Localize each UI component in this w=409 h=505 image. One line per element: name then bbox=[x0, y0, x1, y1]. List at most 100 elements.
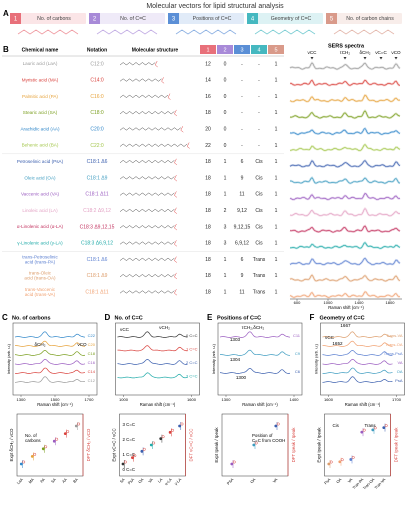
vector-value: 9,12 bbox=[237, 208, 247, 214]
vector-value: 12 bbox=[205, 61, 211, 67]
x-category-label: SA bbox=[119, 477, 126, 484]
vector-value: 6 bbox=[241, 159, 244, 165]
notation: C18:3 Δ9,12,15 bbox=[80, 224, 115, 230]
molecule-chain bbox=[119, 111, 175, 115]
vector-value: 1 bbox=[275, 175, 278, 181]
annotation: 0 C=C bbox=[123, 467, 136, 472]
carboxyl bbox=[174, 174, 178, 182]
vector-box bbox=[89, 13, 165, 24]
vector-label: Geometry of C=C bbox=[271, 16, 312, 22]
x-tick-label: 1300 bbox=[222, 397, 232, 402]
vector-header-number: 1 bbox=[206, 47, 209, 53]
x-tick-label: 600 bbox=[294, 300, 301, 305]
expt-dot bbox=[230, 462, 234, 466]
x-category-label: VA bbox=[347, 477, 354, 484]
dft-dot bbox=[384, 424, 388, 428]
molecule-icon bbox=[254, 29, 316, 35]
vector-value: 1 bbox=[224, 257, 227, 263]
notation: C18:1 Δ11 bbox=[85, 192, 108, 198]
x-category-label: α-LA bbox=[164, 477, 173, 486]
legend-label: C20 bbox=[88, 342, 96, 347]
x-tick-label: 1800 bbox=[386, 300, 396, 305]
annotation: 1667 bbox=[340, 323, 351, 328]
panel-label: A bbox=[3, 9, 9, 18]
chemical-name: acid (trans-PA) bbox=[25, 259, 56, 264]
spectrum bbox=[289, 242, 401, 249]
vector-value: Trans bbox=[253, 290, 266, 296]
panel-label: B bbox=[3, 45, 9, 54]
expt-dot bbox=[30, 455, 34, 458]
vector-box bbox=[168, 13, 244, 24]
annotation: 2 C=C bbox=[123, 437, 136, 442]
vector-value: Cis bbox=[255, 208, 263, 214]
legend-label: C22 bbox=[88, 333, 96, 338]
chemical-name: acid (trans-OA) bbox=[24, 276, 56, 281]
annotation: 1303 bbox=[230, 337, 241, 342]
dft-dot bbox=[161, 435, 165, 439]
vector-value: 18 bbox=[205, 159, 211, 165]
expt-dot bbox=[274, 424, 278, 428]
vector-value: 11 bbox=[239, 290, 244, 296]
vector-value: 16 bbox=[205, 94, 211, 100]
spectrum bbox=[289, 208, 401, 217]
legend-label: OA bbox=[397, 369, 403, 374]
notation: C18:0 bbox=[90, 110, 104, 116]
vector-value: - bbox=[241, 110, 243, 116]
vector-value: - bbox=[258, 127, 260, 133]
notation: C18:2 Δ9,12 bbox=[83, 208, 111, 214]
expt-dot bbox=[252, 443, 256, 447]
x-category-label: OA bbox=[250, 477, 257, 484]
molecule-chain bbox=[119, 176, 175, 180]
y2-axis-label: DFT Ipeak / Ipeak bbox=[291, 427, 296, 463]
annotation: 3 C=C bbox=[123, 422, 136, 427]
panel-title: No. of carbons bbox=[12, 315, 51, 321]
panel-title: No. of C=C bbox=[115, 315, 143, 321]
spectrum bbox=[322, 350, 393, 356]
chemical-name: Oleic acid (OA) bbox=[24, 175, 56, 180]
dft-dot bbox=[77, 422, 81, 426]
vector-value: 1 bbox=[275, 94, 278, 100]
vector-value: 14 bbox=[205, 78, 211, 84]
carboxyl bbox=[174, 109, 178, 117]
vector-value: 0 bbox=[224, 61, 227, 67]
x-axis-label: Raman shift (cm⁻¹) bbox=[242, 402, 278, 407]
expt-dot bbox=[19, 462, 23, 466]
carboxyl bbox=[161, 77, 165, 84]
vector-value: - bbox=[241, 61, 243, 67]
notation: C18:3 Δ6,9,12 bbox=[81, 241, 113, 247]
x-tick-label: 1300 bbox=[17, 397, 27, 402]
vector-value: 18 bbox=[205, 257, 211, 263]
y-axis-label: Expt Ipeak / Ipeak bbox=[214, 427, 219, 463]
dft-dot bbox=[22, 460, 26, 464]
legend-label: Trans-VA bbox=[386, 333, 403, 338]
vector-box bbox=[247, 13, 323, 24]
x-category-label: OA bbox=[138, 477, 145, 484]
panel-label: D bbox=[105, 313, 111, 322]
legend-label: C6 bbox=[295, 369, 301, 374]
dft-dot bbox=[373, 426, 377, 430]
chemical-name: Stearic acid (SA) bbox=[23, 110, 58, 115]
x-category-label: OA bbox=[336, 477, 343, 484]
column-header: Notation bbox=[87, 47, 107, 53]
x-tick-label: 1600 bbox=[324, 397, 334, 402]
molecule-chain bbox=[119, 192, 175, 196]
vector-value: 1 bbox=[275, 224, 278, 230]
band-marker bbox=[343, 57, 347, 60]
molecule-chain bbox=[119, 290, 175, 294]
vector-num-box bbox=[10, 13, 21, 24]
expt-dot bbox=[149, 443, 153, 447]
notation: C18:1 Δ11 bbox=[85, 290, 108, 296]
annotation: carbons bbox=[25, 438, 41, 443]
annotation: νCH₂ bbox=[159, 325, 170, 330]
spectrum-band bbox=[289, 224, 401, 234]
notation: C18:1 Δ6 bbox=[87, 159, 108, 165]
annotation: Position of bbox=[252, 433, 273, 438]
vector-value: Trans bbox=[253, 273, 266, 279]
spectrum bbox=[117, 372, 188, 379]
panel-title: Geometry of C=C bbox=[320, 315, 365, 321]
molecule-chain bbox=[119, 241, 175, 245]
vector-value: Cis bbox=[255, 241, 263, 247]
dft-dot bbox=[171, 428, 175, 432]
x-axis-label: Raman shift (cm⁻¹) bbox=[37, 402, 73, 407]
